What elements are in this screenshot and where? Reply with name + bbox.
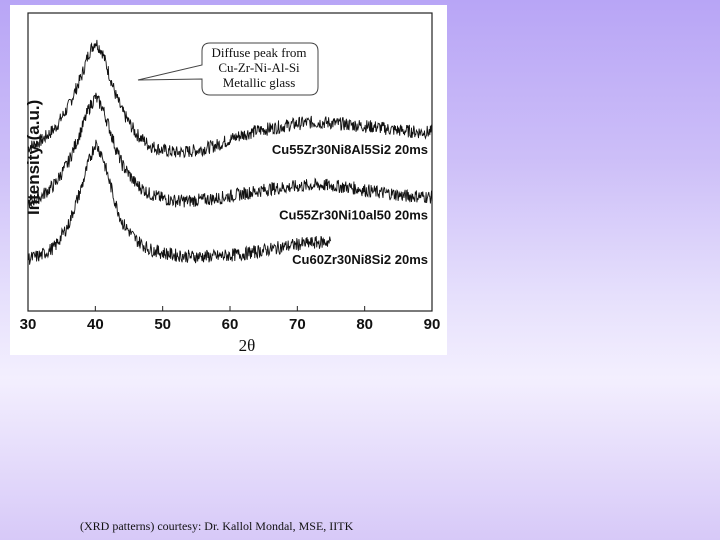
y-axis-label: Intensity (a.u.) bbox=[24, 100, 43, 215]
callout-line-2: Cu-Zr-Ni-Al-Si bbox=[218, 60, 300, 75]
series-line-3 bbox=[27, 139, 332, 265]
callout-line-1: Diffuse peak from bbox=[211, 45, 306, 60]
series-labels-group: Cu55Zr30Ni8Al5Si2 20ms Cu55Zr30Ni10al50 2… bbox=[272, 142, 428, 267]
xrd-chart: 30 40 50 60 70 80 90 Intensity (a.u.) 2θ Cu55Z… bbox=[10, 5, 447, 355]
series-label-1: Cu55Zr30Ni8Al5Si2 20ms bbox=[272, 142, 428, 157]
x-tick-label: 40 bbox=[87, 316, 104, 333]
series-label-2: Cu55Zr30Ni10al50 20ms bbox=[279, 207, 428, 222]
x-tick-label: 50 bbox=[154, 316, 171, 333]
x-axis-label: 2θ bbox=[239, 336, 256, 355]
callout: Diffuse peak from Cu-Zr-Ni-Al-Si Metalli… bbox=[137, 42, 319, 96]
callout-bubble bbox=[137, 42, 319, 96]
x-tick-label: 80 bbox=[356, 316, 373, 333]
traces-group bbox=[27, 39, 433, 265]
x-tick-label: 90 bbox=[424, 316, 441, 333]
x-tick-label: 30 bbox=[20, 316, 37, 333]
series-line-2 bbox=[27, 92, 433, 209]
x-tick-label: 60 bbox=[222, 316, 239, 333]
figure-caption: (XRD patterns) courtesy: Dr. Kallol Mond… bbox=[80, 519, 354, 533]
series-line-1 bbox=[27, 39, 433, 159]
series-label-3: Cu60Zr30Ni8Si2 20ms bbox=[292, 252, 428, 267]
x-ticks-group: 30 40 50 60 70 80 90 bbox=[20, 306, 441, 333]
xrd-chart-svg: 30 40 50 60 70 80 90 Intensity (a.u.) 2θ Cu55Z… bbox=[20, 12, 441, 355]
callout-line-3: Metallic glass bbox=[223, 75, 296, 90]
x-tick-label: 70 bbox=[289, 316, 306, 333]
